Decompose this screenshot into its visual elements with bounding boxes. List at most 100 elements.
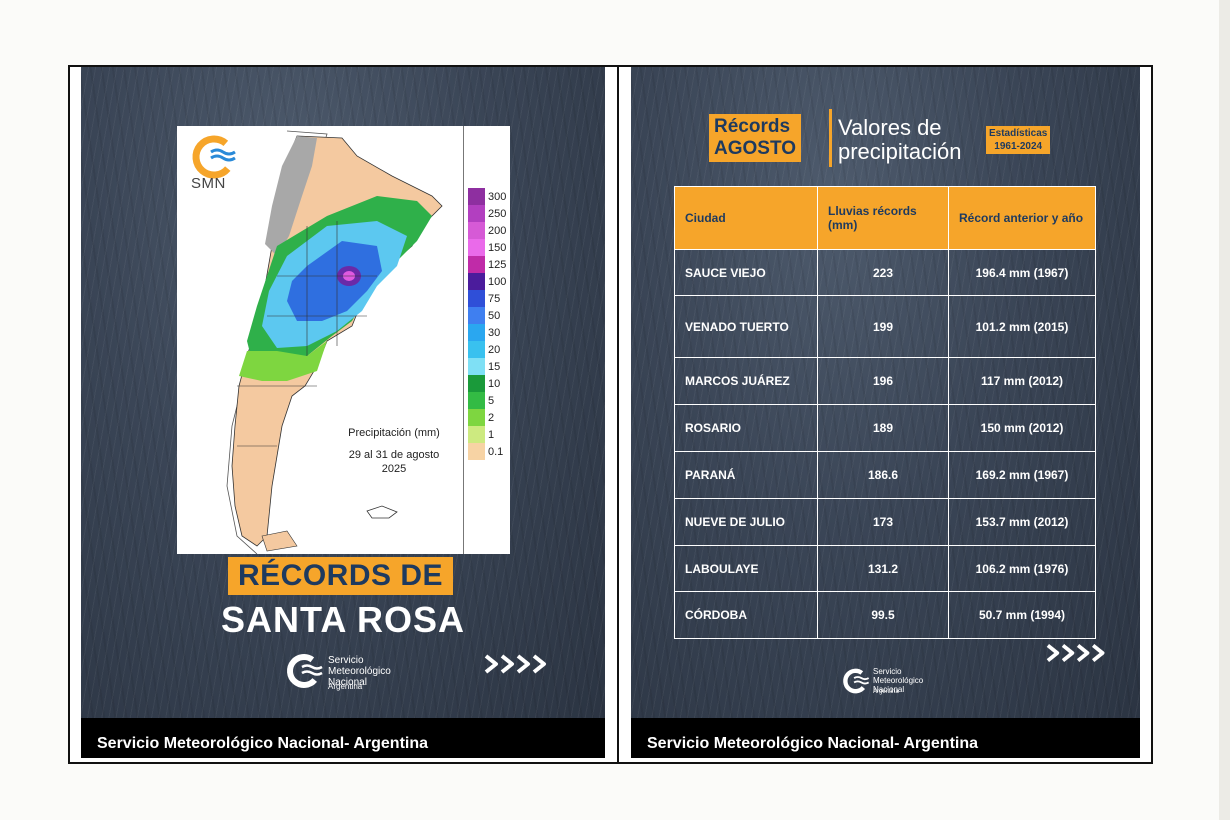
scale-label: 75 — [488, 292, 501, 305]
scale-swatch — [468, 358, 485, 375]
scale-row: 2 — [468, 409, 508, 426]
city-cell: SAUCE VIEJO — [674, 249, 818, 296]
scale-label: 10 — [488, 377, 501, 390]
records-table: Ciudad Lluvias récords (mm) Récord anter… — [674, 186, 1096, 639]
records-title: RÉCORDS DE — [228, 557, 454, 595]
table-row: PARANÁ 186.6 169.2 mm (1967) — [674, 451, 1096, 499]
scale-row: 125 — [468, 256, 508, 273]
scale-row: 20 — [468, 341, 508, 358]
scale-swatch — [468, 205, 485, 222]
left-caption: Servicio Meteorológico Nacional- Argenti… — [81, 718, 605, 758]
scale-swatch — [468, 324, 485, 341]
previous-record-cell: 106.2 mm (1976) — [948, 545, 1096, 592]
record-cell: 131.2 — [817, 545, 949, 592]
scale-swatch — [468, 443, 485, 460]
header-record-rain: Lluvias récords (mm) — [817, 186, 949, 250]
footer-org-name: Servicio Meteorológico Nacional — [328, 655, 391, 688]
city-cell: NUEVE DE JULIO — [674, 498, 818, 546]
precipitation-values-title: Valores de precipitación — [838, 116, 962, 164]
scale-row: 10 — [468, 375, 508, 392]
scale-row: 100 — [468, 273, 508, 290]
scale-swatch — [468, 409, 485, 426]
scale-swatch — [468, 392, 485, 409]
table-row: VENADO TUERTO 199 101.2 mm (2015) — [674, 295, 1096, 358]
previous-record-cell: 169.2 mm (1967) — [948, 451, 1096, 499]
scale-label: 150 — [488, 241, 507, 254]
legend-separator — [463, 126, 464, 554]
city-cell: MARCOS JUÁREZ — [674, 357, 818, 405]
left-infographic: SMN 300 250 200 150 125 100 75 50 30 20 15 10 5 2 1 0.1… — [81, 67, 605, 718]
city-cell: PARANÁ — [674, 451, 818, 499]
smn-footer-icon — [287, 654, 323, 688]
next-arrows-icon[interactable] — [484, 653, 554, 675]
city-cell: LABOULAYE — [674, 545, 818, 592]
table-row: ROSARIO 189 150 mm (2012) — [674, 404, 1096, 452]
next-arrows-icon[interactable] — [1046, 642, 1112, 664]
scale-swatch — [468, 341, 485, 358]
statistics-badge: Estadísticas 1961-2024 — [986, 126, 1051, 154]
scale-label: 200 — [488, 224, 507, 237]
scale-row: 250 — [468, 205, 508, 222]
scale-row: 75 — [468, 290, 508, 307]
page-edge — [1219, 0, 1230, 820]
footer-org-country: Argentina — [328, 682, 363, 691]
record-cell: 223 — [817, 249, 949, 296]
scale-label: 20 — [488, 343, 501, 356]
smn-footer-logo: Servicio Meteorológico Nacional Argentin… — [841, 663, 951, 697]
records-label: Récords — [714, 116, 791, 137]
previous-record-cell: 101.2 mm (2015) — [948, 295, 1096, 358]
record-cell: 99.5 — [817, 591, 949, 639]
scale-swatch — [468, 188, 485, 205]
record-cell: 189 — [817, 404, 949, 452]
previous-record-cell: 196.4 mm (1967) — [948, 249, 1096, 296]
city-cell: VENADO TUERTO — [674, 295, 818, 358]
header-previous-record: Récord anterior y año — [948, 186, 1096, 250]
title-precipitation-line: precipitación — [838, 139, 962, 164]
header-city: Ciudad — [674, 186, 818, 250]
record-cell: 196 — [817, 357, 949, 405]
map-caption-dates: 29 al 31 de agosto — [348, 449, 440, 461]
right-caption: Servicio Meteorológico Nacional- Argenti… — [631, 718, 1140, 758]
scale-row: 15 — [468, 358, 508, 375]
scale-swatch — [468, 239, 485, 256]
scale-swatch — [468, 222, 485, 239]
smn-footer-icon — [843, 668, 870, 694]
scale-row: 50 — [468, 307, 508, 324]
title-values-line: Valores de — [838, 115, 942, 140]
right-infographic: Récords AGOSTO Valores de precipitación … — [631, 67, 1140, 718]
scale-row: 300 — [468, 188, 508, 205]
scale-label: 2 — [488, 411, 495, 424]
scale-label: 1 — [488, 428, 495, 441]
scale-label: 5 — [488, 394, 495, 407]
smn-footer-logo: Servicio Meteorológico Nacional Argentin… — [284, 649, 414, 693]
scale-swatch — [468, 307, 485, 324]
scale-label: 0.1 — [488, 445, 504, 458]
previous-record-cell: 153.7 mm (2012) — [948, 498, 1096, 546]
previous-record-cell: 150 mm (2012) — [948, 404, 1096, 452]
scale-label: 250 — [488, 207, 507, 220]
precipitation-map: SMN 300 250 200 150 125 100 75 50 30 20 15 10 5 2 1 0.1… — [177, 126, 510, 554]
scale-label: 125 — [488, 258, 507, 271]
scale-swatch — [468, 290, 485, 307]
record-cell: 173 — [817, 498, 949, 546]
scale-row: 1 — [468, 426, 508, 443]
statistics-label: Estadísticas — [989, 128, 1048, 139]
argentina-map-graphic — [226, 130, 443, 554]
map-caption-year: 2025 — [381, 463, 407, 475]
table-body: SAUCE VIEJO 223 196.4 mm (1967) VENADO TUER… — [674, 249, 1096, 639]
record-cell: 199 — [817, 295, 949, 358]
scale-label: 100 — [488, 275, 507, 288]
scale-swatch — [468, 426, 485, 443]
scale-label: 50 — [488, 309, 501, 322]
august-label: AGOSTO — [714, 138, 796, 159]
footer-org-country: Argentina — [873, 689, 899, 695]
table-row: LABOULAYE 131.2 106.2 mm (1976) — [674, 545, 1096, 592]
statistics-period: 1961-2024 — [994, 141, 1043, 152]
table-row: CÓRDOBA 99.5 50.7 mm (1994) — [674, 591, 1096, 639]
scale-label: 300 — [488, 190, 507, 203]
previous-record-cell: 50.7 mm (1994) — [948, 591, 1096, 639]
table-row: SAUCE VIEJO 223 196.4 mm (1967) — [674, 249, 1096, 296]
footer-org-name: Servicio Meteorológico Nacional — [873, 667, 924, 694]
scale-row: 0.1 — [468, 443, 508, 460]
scale-row: 5 — [468, 392, 508, 409]
